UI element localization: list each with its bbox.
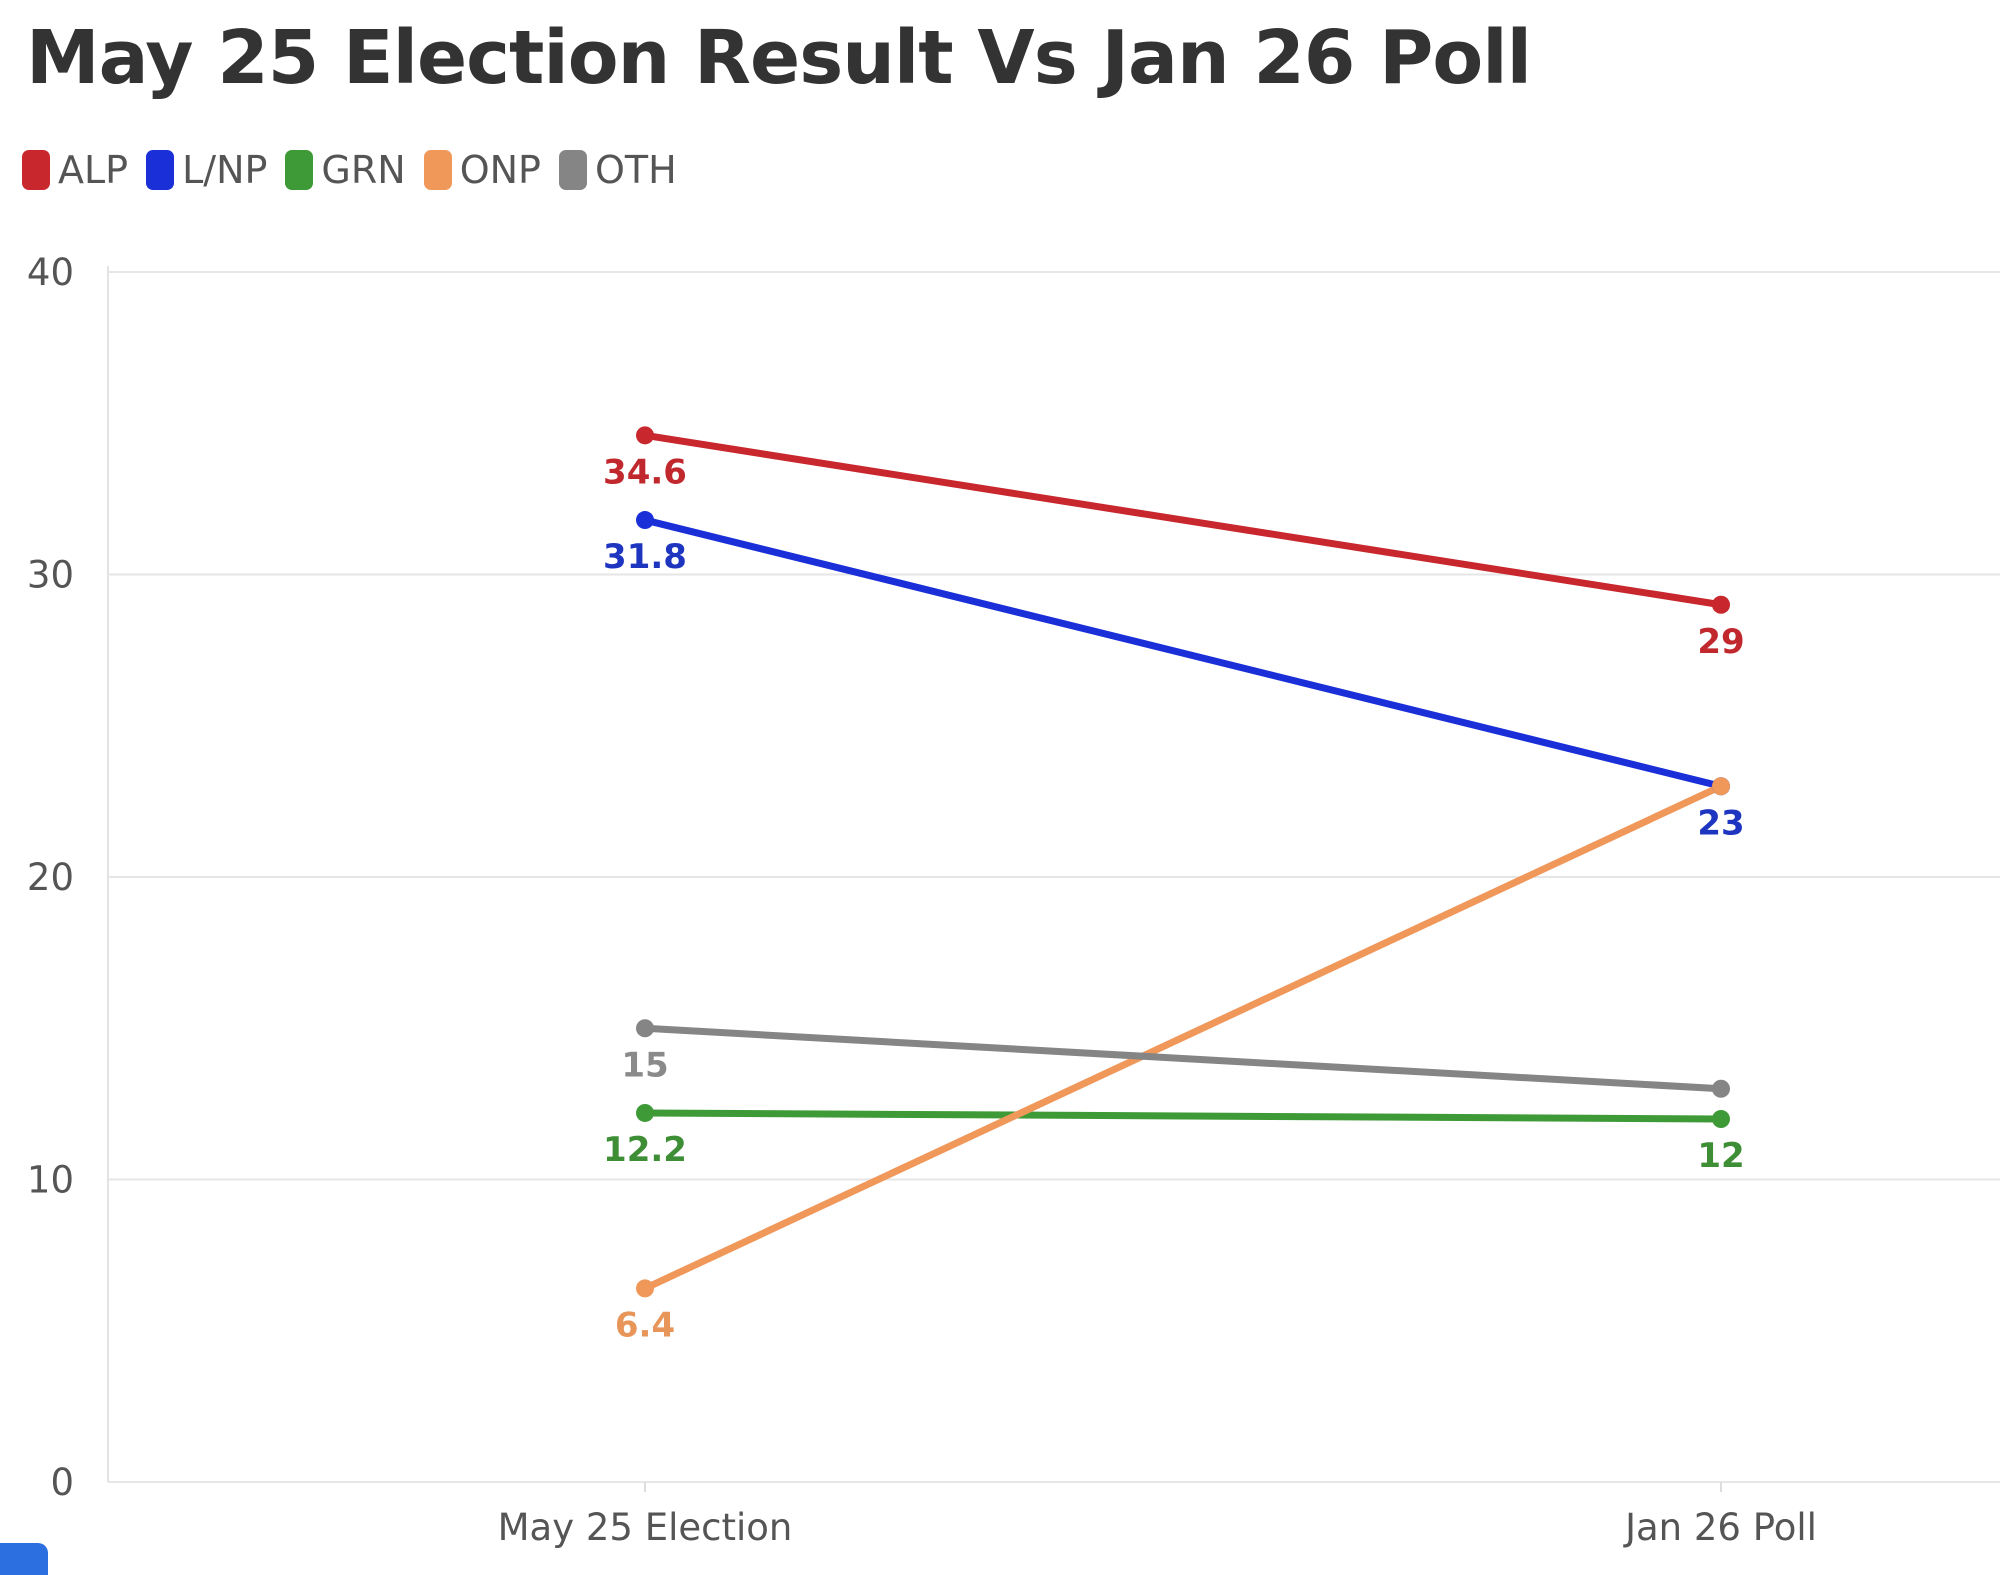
data-label-oth-0: 15: [621, 1045, 668, 1085]
legend-item-alp[interactable]: ALP: [22, 148, 128, 192]
legend-swatch-onp: [423, 150, 452, 190]
legend-swatch-alp: [22, 150, 50, 190]
y-tick-label-10: 10: [27, 1159, 74, 1202]
y-tick-label-30: 30: [27, 554, 74, 597]
data-point-onp-1: [1712, 777, 1730, 796]
data-point-alp-0: [636, 426, 654, 445]
legend-swatch-grn: [285, 150, 314, 190]
data-label-lnp-0: 31.8: [603, 537, 687, 577]
data-point-oth-0: [636, 1019, 654, 1038]
series-line-alp: [641, 431, 1725, 609]
series-line-grn: [641, 1109, 1725, 1123]
data-point-grn-0: [636, 1103, 654, 1122]
legend-label-grn: GRN: [321, 148, 406, 192]
data-point-grn-1: [1712, 1110, 1730, 1128]
series-line-lnp: [641, 516, 1725, 790]
series-line-oth: [641, 1024, 1725, 1093]
legend-item-lnp[interactable]: L/NP: [146, 148, 267, 192]
series-line-onp: [641, 782, 1725, 1292]
legend-item-grn[interactable]: GRN: [285, 148, 406, 192]
corner-tab[interactable]: [0, 1543, 48, 1575]
legend-item-onp[interactable]: ONP: [423, 148, 541, 192]
legend: ALP L/NP GRN ONP OTH: [22, 148, 695, 192]
data-point-oth-1: [1712, 1079, 1730, 1098]
legend-label-lnp: L/NP: [182, 148, 268, 192]
y-tick-label-20: 20: [27, 856, 74, 899]
x-tick-label-1: Jan 26 Poll: [1623, 1506, 1817, 1549]
data-label-onp-0: 6.4: [615, 1305, 675, 1345]
legend-label-alp: ALP: [58, 148, 129, 192]
legend-label-oth: OTH: [594, 148, 677, 192]
data-label-alp-0: 34.6: [603, 452, 687, 492]
legend-swatch-oth: [558, 150, 587, 190]
data-point-alp-1: [1712, 595, 1730, 614]
legend-item-oth[interactable]: OTH: [558, 148, 677, 192]
data-point-lnp-0: [636, 511, 654, 530]
data-label-grn-1: 12: [1697, 1136, 1744, 1176]
data-label-grn-0: 12.2: [603, 1130, 687, 1170]
y-tick-label-0: 0: [50, 1461, 74, 1504]
legend-swatch-lnp: [146, 150, 175, 190]
data-point-onp-0: [636, 1279, 654, 1298]
data-label-alp-1: 29: [1697, 622, 1744, 662]
y-tick-label-40: 40: [27, 251, 74, 294]
legend-label-onp: ONP: [459, 148, 541, 192]
x-tick-label-0: May 25 Election: [498, 1506, 793, 1549]
data-label-lnp-1: 23: [1697, 803, 1744, 843]
chart-title: May 25 Election Result Vs Jan 26 Poll: [26, 15, 1532, 101]
